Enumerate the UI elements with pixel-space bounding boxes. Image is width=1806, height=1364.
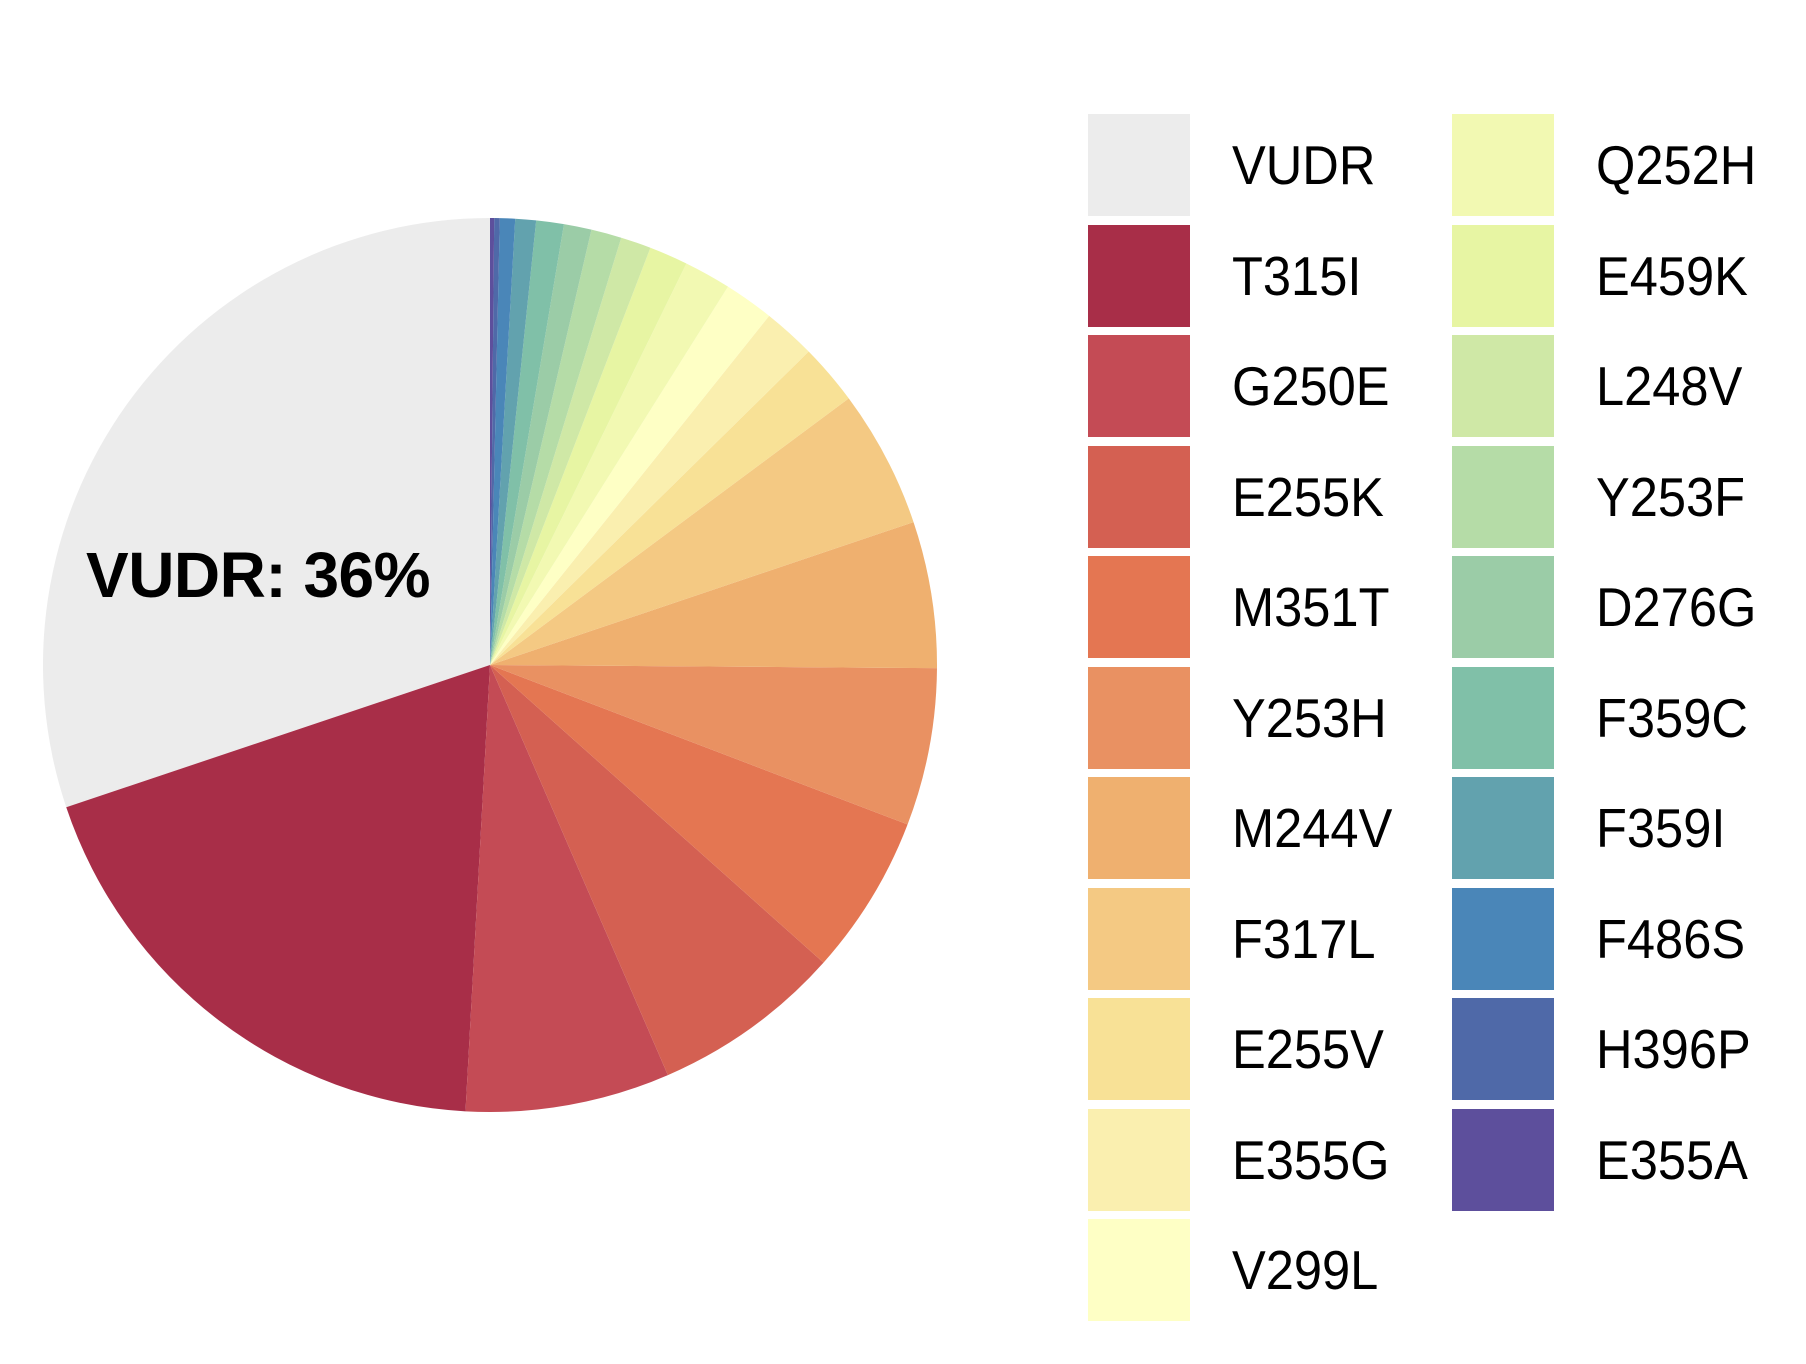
legend-swatch <box>1452 445 1554 548</box>
legend-item: D276G <box>1452 552 1806 663</box>
legend-label: M351T <box>1232 576 1390 639</box>
pie-slice-e255v <box>490 351 849 665</box>
legend-column-1: VUDR T315I G250E E255K M351T Y253H M244V… <box>1088 110 1452 1326</box>
legend-item: F359I <box>1452 773 1806 884</box>
legend-swatch <box>1452 335 1554 438</box>
legend-label: F359C <box>1596 686 1748 749</box>
pie-slice-q252h <box>490 263 729 665</box>
pie-slice-f359c <box>490 220 564 665</box>
legend-swatch <box>1452 114 1554 217</box>
legend-swatch <box>1088 777 1190 880</box>
legend-item: VUDR <box>1088 110 1452 221</box>
pie-slice-e355a <box>490 218 495 665</box>
legend-item: Y253F <box>1452 442 1806 553</box>
legend-swatch <box>1452 998 1554 1101</box>
legend-item: F317L <box>1088 884 1452 995</box>
legend-item: M351T <box>1088 552 1452 663</box>
legend-swatch <box>1452 666 1554 769</box>
pie-slice-f486s <box>490 218 516 665</box>
legend-label: E459K <box>1596 244 1748 307</box>
pie-slice-l248v <box>490 237 651 665</box>
legend-swatch <box>1088 445 1190 548</box>
legend-label: H396P <box>1596 1018 1751 1081</box>
legend-label: E255V <box>1232 1018 1384 1081</box>
legend-swatch <box>1088 556 1190 659</box>
legend-label: V299L <box>1232 1239 1379 1302</box>
pie-slice-f359i <box>490 218 537 665</box>
legend-label: VUDR <box>1232 134 1376 197</box>
legend-label: E355A <box>1596 1128 1748 1191</box>
legend-label: D276G <box>1596 576 1757 639</box>
pie-slice-e255k <box>490 665 824 1076</box>
legend-item: E255K <box>1088 442 1452 553</box>
pie-slice-y253f <box>490 229 622 665</box>
legend-label: G250E <box>1232 355 1390 418</box>
pie-slice-f317l <box>490 398 914 665</box>
legend-swatch <box>1088 335 1190 438</box>
legend-label: T315I <box>1232 244 1362 307</box>
legend-column-2: Q252H E459K L248V Y253F D276G F359C F359… <box>1452 110 1806 1326</box>
legend-item: M244V <box>1088 773 1452 884</box>
legend-item: E459K <box>1452 221 1806 332</box>
pie-slice-v299l <box>490 286 770 665</box>
legend-swatch <box>1088 666 1190 769</box>
legend-swatch <box>1452 556 1554 659</box>
legend-swatch <box>1452 887 1554 990</box>
pie-annotation-vudr: VUDR: 36% <box>86 539 431 611</box>
legend-label: F359I <box>1596 797 1726 860</box>
pie-slice-y253h <box>490 665 937 825</box>
legend-item: V299L <box>1088 1215 1452 1326</box>
legend-label: L248V <box>1596 355 1743 418</box>
pie-slice-m351t <box>490 665 908 963</box>
legend-label: F486S <box>1596 907 1746 970</box>
legend-swatch <box>1452 777 1554 880</box>
legend-item: E355G <box>1088 1105 1452 1216</box>
legend-item: H396P <box>1452 994 1806 1105</box>
legend-label: Y253H <box>1232 686 1387 749</box>
legend-label: E355G <box>1232 1128 1390 1191</box>
legend-item: G250E <box>1088 331 1452 442</box>
pie-slice-e459k <box>490 247 687 665</box>
pie-slice-h396p <box>490 218 500 666</box>
pie-slice-e355g <box>490 315 809 665</box>
legend-swatch <box>1452 1108 1554 1211</box>
legend-swatch <box>1088 887 1190 990</box>
legend-swatch <box>1088 224 1190 327</box>
legend-swatch <box>1088 114 1190 217</box>
legend-swatch <box>1088 998 1190 1101</box>
legend-item: F359C <box>1452 663 1806 774</box>
legend-label: E255K <box>1232 465 1384 528</box>
legend: VUDR T315I G250E E255K M351T Y253H M244V… <box>1088 110 1806 1326</box>
legend-item: Q252H <box>1452 110 1806 221</box>
legend-swatch <box>1452 224 1554 327</box>
legend-item: L248V <box>1452 331 1806 442</box>
pie-slice-d276g <box>490 224 592 665</box>
legend-swatch <box>1088 1219 1190 1322</box>
legend-label: M244V <box>1232 797 1393 860</box>
legend-item: Y253H <box>1088 663 1452 774</box>
legend-item: F486S <box>1452 884 1806 995</box>
legend-label: F317L <box>1232 907 1376 970</box>
legend-item: E355A <box>1452 1105 1806 1216</box>
pie-slice-g250e <box>465 665 668 1112</box>
legend-label: Y253F <box>1596 465 1746 528</box>
legend-item: T315I <box>1088 221 1452 332</box>
legend-swatch <box>1088 1108 1190 1211</box>
pie-slice-m244v <box>490 522 937 669</box>
pie-slice-vudr <box>42 218 490 808</box>
pie-slice-t315i <box>66 665 491 1112</box>
legend-item: E255V <box>1088 994 1452 1105</box>
legend-label: Q252H <box>1596 134 1757 197</box>
